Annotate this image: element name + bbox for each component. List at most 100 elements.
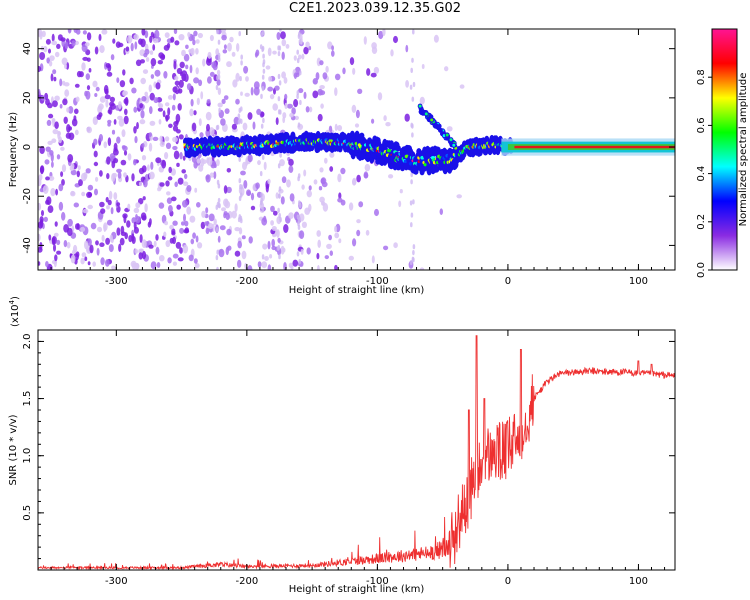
noise-speckle xyxy=(321,201,326,206)
noise-speckle xyxy=(250,205,256,211)
noise-speckle xyxy=(108,190,113,200)
noise-streak xyxy=(299,70,302,76)
noise-speckle xyxy=(292,259,299,267)
noise-speckle xyxy=(61,179,65,186)
noise-speckle xyxy=(290,265,294,270)
noise-speckle xyxy=(148,142,153,152)
noise-streak xyxy=(217,52,221,58)
noise-speckle xyxy=(39,146,45,154)
noise-speckle xyxy=(274,85,280,91)
noise-speckle xyxy=(92,116,98,125)
noise-streak xyxy=(278,80,282,86)
noise-speckle xyxy=(305,106,310,113)
noise-speckle xyxy=(317,88,323,96)
noise-speckle xyxy=(261,261,268,269)
noise-streak xyxy=(216,249,219,255)
noise-speckle xyxy=(325,65,329,73)
noise-speckle xyxy=(96,114,102,120)
noise-speckle xyxy=(320,178,325,185)
noise-speckle xyxy=(198,118,202,126)
noise-speckle xyxy=(281,71,286,79)
noise-speckle xyxy=(208,222,213,230)
noise-speckle xyxy=(61,164,67,173)
noise-speckle xyxy=(165,240,171,248)
noise-speckle xyxy=(201,210,206,218)
x-axis-label: Height of straight line (km) xyxy=(289,584,425,595)
noise-speckle xyxy=(167,95,173,100)
noise-streak xyxy=(278,254,281,260)
noise-speckle xyxy=(177,103,182,111)
noise-speckle xyxy=(363,36,367,45)
noise-speckle xyxy=(247,265,253,270)
noise-speckle xyxy=(334,264,338,270)
noise-speckle xyxy=(120,225,125,234)
noise-speckle xyxy=(203,221,210,226)
noise-streak xyxy=(262,30,265,36)
noise-speckle xyxy=(149,92,155,101)
noise-speckle xyxy=(54,254,58,262)
spectrogram-frame xyxy=(37,28,676,271)
noise-speckle xyxy=(86,32,92,41)
noise-speckle xyxy=(179,152,183,160)
noise-streak xyxy=(261,45,265,52)
noise-speckle xyxy=(41,210,44,217)
noise-speckle xyxy=(205,175,210,180)
noise-speckle xyxy=(80,226,86,232)
noise-speckle xyxy=(140,77,146,85)
noise-speckle xyxy=(159,135,163,143)
noise-speckle xyxy=(145,57,150,62)
branch-core xyxy=(418,104,422,108)
noise-speckle xyxy=(149,106,153,115)
noise-speckle xyxy=(189,64,193,74)
noise-speckle xyxy=(174,40,180,46)
noise-speckle xyxy=(357,88,363,95)
noise-speckle xyxy=(131,87,137,94)
y-axis-label: SNR (10 * v/v) xyxy=(8,414,19,485)
noise-streak xyxy=(411,57,414,63)
noise-speckle xyxy=(150,161,154,170)
spectrogram-image xyxy=(38,29,675,270)
noise-speckle xyxy=(122,69,126,76)
noise-speckle xyxy=(298,88,304,94)
noise-speckle xyxy=(45,261,49,268)
noise-speckle xyxy=(446,126,453,132)
noise-speckle xyxy=(316,252,320,260)
noise-speckle xyxy=(324,255,329,260)
noise-speckle xyxy=(383,115,387,122)
noise-speckle xyxy=(276,32,281,40)
noise-speckle xyxy=(101,29,108,35)
noise-speckle xyxy=(371,255,375,264)
noise-speckle xyxy=(148,244,154,249)
noise-speckle xyxy=(355,109,360,119)
noise-speckle xyxy=(63,82,70,87)
noise-speckle xyxy=(94,46,99,55)
noise-speckle xyxy=(216,159,220,167)
noise-speckle xyxy=(123,115,129,125)
noise-speckle xyxy=(133,159,137,166)
noise-speckle xyxy=(41,30,46,38)
y-tick-label: 40 xyxy=(22,42,33,55)
noise-speckle xyxy=(124,108,128,116)
noise-speckle xyxy=(103,141,108,149)
noise-speckle xyxy=(282,247,286,253)
y-tick-label: 1.0 xyxy=(22,448,33,464)
noise-speckle xyxy=(456,194,463,199)
noise-speckle xyxy=(170,36,175,43)
noise-speckle xyxy=(313,179,318,185)
noise-speckle xyxy=(193,258,198,264)
noise-speckle xyxy=(64,89,70,97)
noise-speckle xyxy=(94,93,98,97)
noise-streak xyxy=(410,212,414,218)
x-tick-label: 0 xyxy=(505,576,511,587)
noise-speckle xyxy=(69,165,75,171)
noise-speckle xyxy=(299,213,305,222)
noise-streak xyxy=(240,60,243,66)
noise-speckle xyxy=(107,137,112,147)
noise-streak xyxy=(278,45,282,51)
noise-speckle xyxy=(172,136,178,143)
noise-speckle xyxy=(164,102,170,107)
noise-speckle xyxy=(139,119,146,125)
noise-speckle xyxy=(53,244,56,252)
noise-speckle xyxy=(171,104,176,111)
noise-speckle xyxy=(44,159,50,165)
